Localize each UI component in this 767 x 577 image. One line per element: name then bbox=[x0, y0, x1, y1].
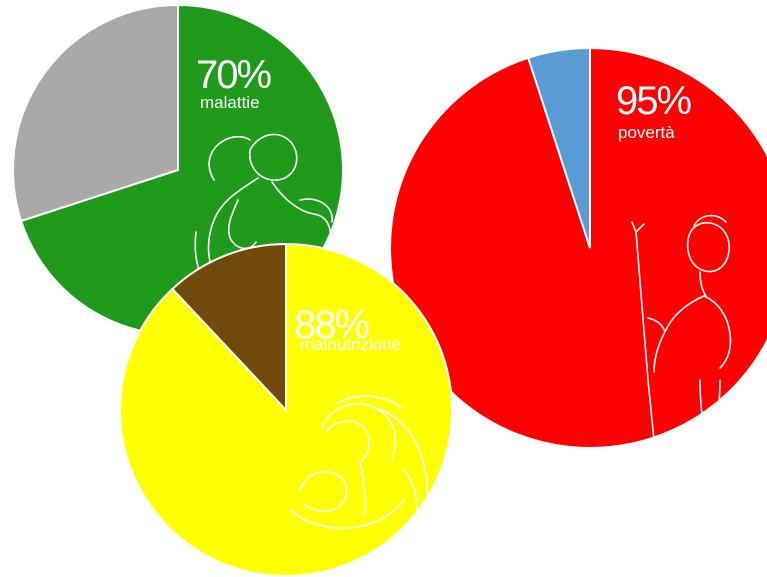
pie-chart-poverta: 95% povertà bbox=[389, 46, 767, 449]
pie-slice-poverta-1 bbox=[526, 46, 591, 249]
pie-slices-malnutrizione bbox=[119, 242, 453, 577]
pie-slice-malattie-1 bbox=[12, 3, 179, 223]
pie-chart-malnutrizione: 88% malnutrizione bbox=[119, 242, 453, 577]
pie-value-malattie: 70% bbox=[196, 53, 271, 97]
pie-slice-poverta-0 bbox=[389, 46, 767, 449]
pie-value-poverta: 95% bbox=[616, 79, 691, 123]
pie-label-malnutrizione: malnutrizione bbox=[300, 335, 401, 354]
illustration-mother-child-icon bbox=[289, 395, 429, 530]
pie-slice-malnutrizione-1 bbox=[170, 242, 287, 413]
illustration-child-icon bbox=[631, 214, 732, 441]
pie-value-malnutrizione: 88% bbox=[294, 303, 369, 347]
pie-label-malattie: malattie bbox=[200, 93, 260, 112]
pie-label-poverta: povertà bbox=[618, 123, 675, 142]
pie-slices-poverta bbox=[389, 46, 767, 449]
illustration-man-icon bbox=[194, 133, 333, 277]
